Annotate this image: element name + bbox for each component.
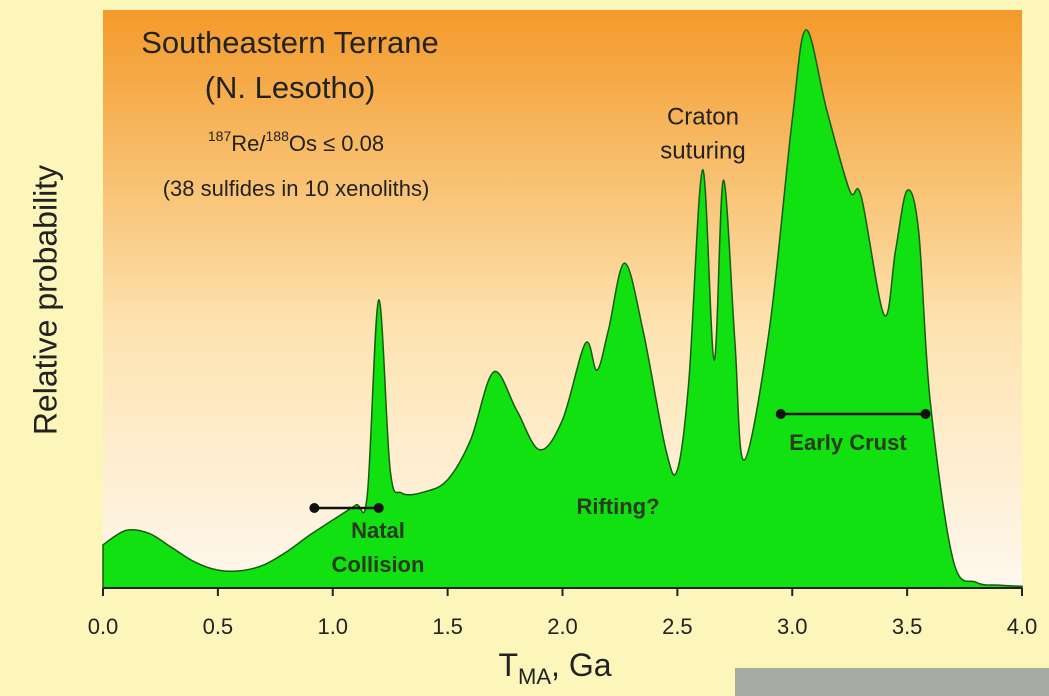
chart-title: Southeastern Terrane	[141, 25, 439, 60]
x-tick-label: 0.5	[203, 614, 234, 639]
x-tick-label: 3.5	[892, 614, 923, 639]
subtitle: 187Re/188Os ≤ 0.08	[208, 128, 384, 156]
annotation: Early Crust	[789, 430, 907, 455]
range-end	[373, 503, 384, 513]
annotation: Collision	[332, 552, 425, 577]
annotation: suturing	[660, 137, 745, 164]
x-tick-label: 1.5	[432, 614, 463, 639]
y-axis-label: Relative probability	[27, 165, 63, 435]
inset-image	[735, 668, 1049, 696]
x-tick-label: 4.0	[1007, 614, 1038, 639]
x-tick-label: 2.5	[662, 614, 693, 639]
range-end	[775, 409, 786, 419]
probability-area	[102, 29, 1023, 589]
annotation: Craton	[667, 103, 739, 130]
x-tick-label: 3.0	[777, 614, 808, 639]
chart-title: (N. Lesotho)	[205, 70, 376, 105]
annotation: Rifting?	[576, 494, 659, 519]
x-tick-label: 1.0	[317, 614, 348, 639]
annotation: Natal	[351, 518, 405, 543]
range-end	[309, 503, 320, 513]
x-tick-label: 2.0	[547, 614, 578, 639]
range-end	[920, 409, 931, 419]
x-tick-label: 0.0	[88, 614, 119, 639]
subtitle: (38 sulfides in 10 xenoliths)	[163, 176, 430, 201]
x-axis-label: TMA, Ga	[498, 647, 611, 688]
